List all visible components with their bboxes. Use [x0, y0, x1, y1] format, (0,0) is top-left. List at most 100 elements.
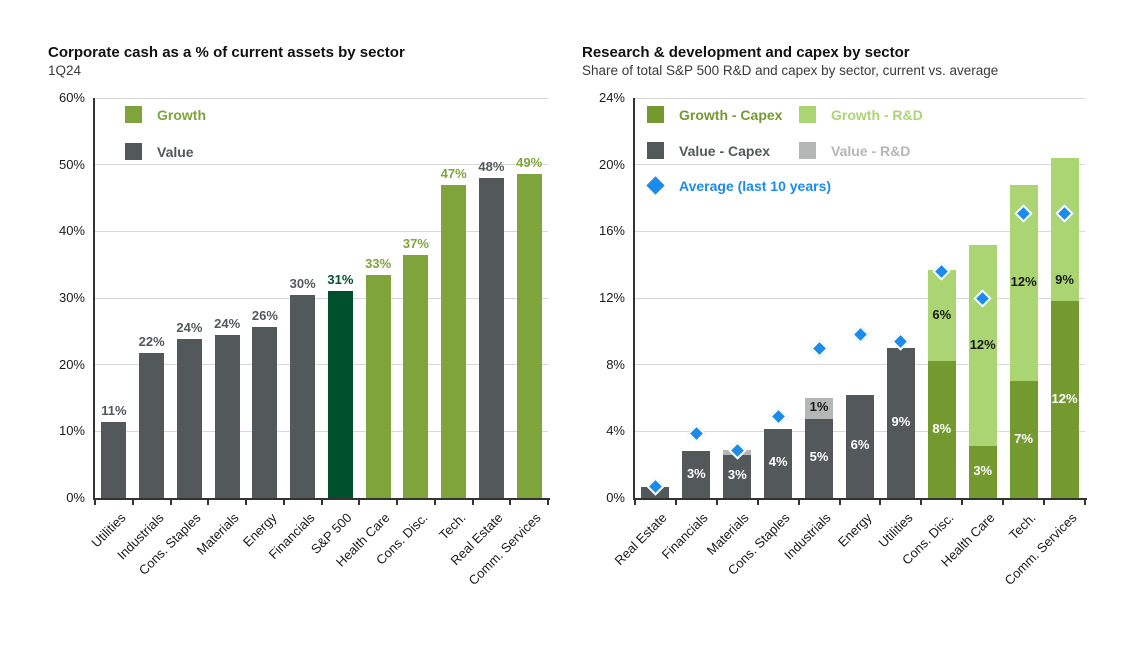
grid-line	[635, 230, 1085, 232]
bar	[441, 184, 467, 498]
grid-line	[635, 297, 1085, 299]
value-swatch	[125, 143, 142, 160]
grid-line	[635, 164, 1085, 166]
y-tick-label: 0%	[606, 490, 625, 505]
y-tick-label: 30%	[58, 290, 85, 305]
capex-value-label: 3%	[973, 463, 993, 479]
y-axis	[633, 98, 635, 500]
cash-legend: Growth Value	[125, 106, 206, 180]
capex-bar-segment	[927, 361, 956, 498]
grid-line	[95, 364, 548, 366]
x-tick	[1002, 500, 1005, 505]
growth-capex-swatch	[647, 106, 664, 123]
bar-value-label: 31%	[327, 272, 354, 288]
x-tick	[838, 500, 841, 505]
cash-chart-subtitle: 1Q24	[48, 63, 82, 78]
capex-value-label: 7%	[1014, 430, 1034, 446]
x-tick	[756, 500, 759, 505]
grid-line	[95, 297, 548, 299]
grid-line	[95, 164, 548, 166]
capex-value-label: 9%	[891, 414, 911, 429]
bar-value-label: 26%	[251, 307, 278, 323]
legend-label-value-rnd: Value - R&D	[831, 142, 911, 159]
legend-item-value-rnd: Value - R&D	[799, 142, 910, 159]
bar-value-label: 33%	[365, 256, 392, 272]
bar	[214, 335, 240, 498]
rnd-bar-segment	[805, 398, 834, 419]
bar-value-label: 37%	[402, 235, 429, 251]
y-tick-label: 60%	[58, 90, 85, 105]
bar-value-label: 49%	[516, 155, 543, 170]
cash-chart: Corporate cash as a % of current assets …	[48, 44, 560, 624]
capex-bar-segment	[846, 394, 874, 498]
y-tick-label: 0%	[66, 490, 85, 505]
bar-value-label: 48%	[478, 159, 505, 174]
y-tick-label: 20%	[598, 156, 625, 172]
x-tick	[169, 500, 172, 505]
average-marker	[687, 423, 706, 443]
value-rnd-swatch	[799, 142, 816, 159]
x-tick	[961, 500, 964, 505]
grid-line	[95, 97, 548, 99]
average-marker	[850, 325, 870, 344]
bar	[516, 174, 542, 498]
legend-label-value: Value	[157, 143, 194, 160]
grid-line	[95, 230, 548, 232]
legend-label-growth-rnd: Growth - R&D	[831, 106, 923, 123]
y-tick-label: 4%	[606, 423, 625, 439]
capex-bar-segment	[764, 428, 793, 498]
bar-value-label: 30%	[289, 276, 316, 292]
bar-value-label: 24%	[214, 316, 241, 332]
x-tick	[94, 500, 96, 505]
x-tick	[879, 500, 882, 505]
capex-value-label: 3%	[727, 467, 747, 483]
grid-line	[635, 364, 1085, 366]
cash-chart-title: Corporate cash as a % of current assets …	[48, 44, 405, 61]
bar-value-label: 11%	[101, 403, 127, 418]
bar	[290, 295, 316, 498]
legend-label-value-capex: Value - Capex	[679, 142, 771, 159]
rnd-value-label: 1%	[809, 399, 829, 415]
capex-value-label: 8%	[932, 420, 952, 436]
x-tick	[245, 500, 247, 505]
grid-line	[635, 97, 1085, 99]
capex-value-label: 4%	[768, 454, 788, 470]
x-tick	[396, 500, 398, 505]
bar	[403, 254, 429, 498]
x-tick	[471, 500, 474, 505]
bar-value-label: 24%	[176, 319, 203, 335]
capex-value-label: 5%	[809, 449, 829, 465]
x-axis	[633, 498, 1087, 500]
x-tick	[1043, 500, 1046, 505]
rd-capex-chart-title: Research & development and capex by sect…	[582, 44, 910, 61]
y-tick-label: 20%	[58, 356, 85, 372]
rd-capex-chart-subtitle: Share of total S&P 500 R&D and capex by …	[582, 63, 999, 78]
rnd-value-label: 12%	[1010, 274, 1037, 289]
x-tick	[358, 500, 361, 505]
x-tick	[433, 500, 436, 505]
y-tick-label: 24%	[598, 90, 625, 105]
x-tick	[634, 500, 636, 505]
x-tick	[282, 500, 285, 505]
legend-label-growth-capex: Growth - Capex	[679, 106, 783, 123]
average-marker	[809, 338, 829, 358]
capex-value-label: 12%	[1051, 390, 1078, 406]
legend-item-growth: Growth	[125, 106, 206, 123]
rd-capex-plot: Growth - Capex Growth - R&D Value - Cape…	[599, 90, 1087, 588]
average-diamond-icon	[646, 176, 665, 195]
capex-bar-segment	[682, 451, 711, 498]
x-tick	[509, 500, 512, 505]
x-tick	[674, 500, 677, 505]
x-tick	[1084, 500, 1086, 505]
growth-swatch	[125, 106, 142, 123]
cash-plot: Growth Value 0% 10% 20% 30% 40% 50% 60% 11% Util…	[59, 90, 550, 588]
bar	[478, 178, 504, 498]
grid-line	[95, 430, 548, 432]
rd-capex-chart: Research & development and capex by sect…	[582, 44, 1124, 624]
x-axis	[93, 498, 550, 500]
y-tick-label: 50%	[58, 156, 85, 172]
capex-bar-segment	[1009, 381, 1038, 498]
capex-value-label: 6%	[850, 437, 870, 453]
legend-item-growth-capex: Growth - Capex	[647, 106, 782, 123]
